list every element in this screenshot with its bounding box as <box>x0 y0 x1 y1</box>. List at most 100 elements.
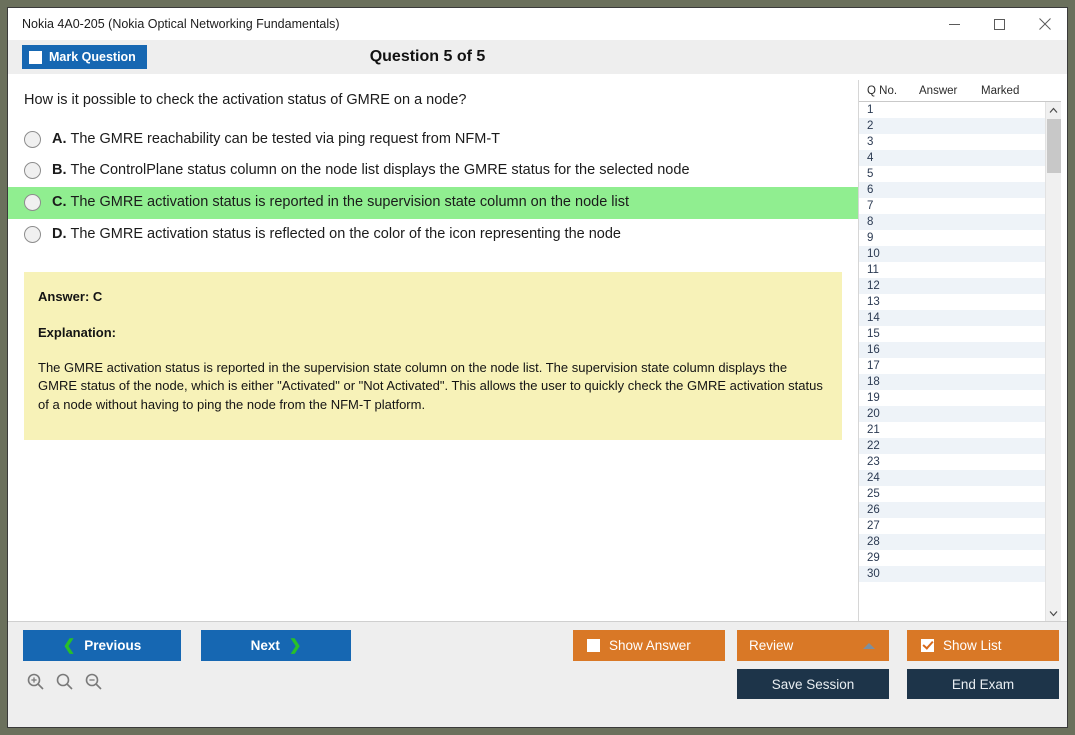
show-list-checkbox[interactable] <box>921 639 934 652</box>
question-number-cell: 1 <box>867 104 874 116</box>
question-list-row[interactable]: 30 <box>859 566 1045 582</box>
mark-question-checkbox[interactable] <box>29 50 42 64</box>
question-list-row[interactable]: 5 <box>859 166 1045 182</box>
option-row-c[interactable]: C. The GMRE activation status is reported… <box>8 186 858 219</box>
scroll-up-icon[interactable] <box>1046 102 1061 118</box>
option-row-a[interactable]: A. The GMRE reachability can be tested vi… <box>8 124 858 156</box>
question-prompt: How is it possible to check the activati… <box>24 92 467 108</box>
question-list-row[interactable]: 27 <box>859 518 1045 534</box>
question-number-cell: 25 <box>867 488 880 500</box>
zoom-reset-icon[interactable] <box>55 672 74 691</box>
save-session-button[interactable]: Save Session <box>737 669 889 699</box>
radio-button-c[interactable] <box>24 193 41 211</box>
question-list-row[interactable]: 3 <box>859 134 1045 150</box>
question-number-cell: 23 <box>867 456 880 468</box>
column-header-marked: Marked <box>981 84 1020 97</box>
question-list-row[interactable]: 11 <box>859 262 1045 278</box>
save-session-label: Save Session <box>771 676 855 692</box>
zoom-in-icon[interactable] <box>26 672 45 691</box>
column-header-qno: Q No. <box>867 84 898 97</box>
body-split: How is it possible to check the activati… <box>8 74 1067 621</box>
mark-question-button[interactable]: Mark Question <box>22 45 147 69</box>
question-list-row[interactable]: 18 <box>859 374 1045 390</box>
question-list-row[interactable]: 7 <box>859 198 1045 214</box>
question-number-cell: 2 <box>867 120 874 132</box>
question-number-cell: 29 <box>867 552 880 564</box>
question-number-cell: 6 <box>867 184 874 196</box>
question-number-cell: 22 <box>867 440 880 452</box>
question-list-row[interactable]: 25 <box>859 486 1045 502</box>
question-number-cell: 3 <box>867 136 874 148</box>
question-list-row[interactable]: 14 <box>859 310 1045 326</box>
question-number-cell: 7 <box>867 200 874 212</box>
show-answer-button[interactable]: Show Answer <box>573 630 725 661</box>
question-number-cell: 30 <box>867 568 880 580</box>
question-list-body: 1 2 3 4 5 6 7 8 9 10 11 12 13 14 15 16 17 18 19 20 21 22 23 24 2… <box>859 102 1061 621</box>
question-list-row[interactable]: 26 <box>859 502 1045 518</box>
question-number-cell: 19 <box>867 392 880 404</box>
show-list-label: Show List <box>943 638 1002 653</box>
question-number-cell: 17 <box>867 360 880 372</box>
minimize-icon[interactable] <box>932 8 977 40</box>
scrollbar-thumb[interactable] <box>1047 119 1061 173</box>
question-list-row[interactable]: 8 <box>859 214 1045 230</box>
question-number-cell: 15 <box>867 328 880 340</box>
option-body-c: C. The GMRE activation status is reported… <box>52 193 629 213</box>
previous-button[interactable]: ❮ Previous <box>23 630 181 661</box>
question-list-row[interactable]: 29 <box>859 550 1045 566</box>
question-number-cell: 11 <box>867 264 879 276</box>
question-list-row[interactable]: 23 <box>859 454 1045 470</box>
question-list-row[interactable]: 10 <box>859 246 1045 262</box>
question-list-row[interactable]: 16 <box>859 342 1045 358</box>
option-body-d: D. The GMRE activation status is reflecte… <box>52 225 621 245</box>
question-list-row[interactable]: 28 <box>859 534 1045 550</box>
answer-line: Answer: C <box>38 289 103 305</box>
question-list-pane: Q No. Answer Marked 1 2 3 4 5 6 7 8 9 10 11 12 13 14 1… <box>858 80 1061 621</box>
chevron-right-icon: ❯ <box>288 637 302 654</box>
option-body-b: B. The ControlPlane status column on the … <box>52 161 690 181</box>
question-number-cell: 28 <box>867 536 880 548</box>
answer-explanation-box: Answer: C Explanation: The GMRE activati… <box>24 272 842 441</box>
question-list-row[interactable]: 20 <box>859 406 1045 422</box>
question-number-cell: 26 <box>867 504 880 516</box>
question-list-row[interactable]: 6 <box>859 182 1045 198</box>
radio-button-b[interactable] <box>24 162 41 180</box>
question-list-row[interactable]: 9 <box>859 230 1045 246</box>
end-exam-button[interactable]: End Exam <box>907 669 1059 699</box>
question-list-row[interactable]: 21 <box>859 422 1045 438</box>
question-list-header: Q No. Answer Marked <box>859 80 1061 102</box>
question-list-row[interactable]: 4 <box>859 150 1045 166</box>
next-button-label: Next <box>250 638 280 653</box>
radio-button-d[interactable] <box>24 225 41 243</box>
scroll-down-icon[interactable] <box>1046 605 1061 621</box>
question-list-scrollbar[interactable] <box>1045 102 1061 621</box>
radio-button-a[interactable] <box>24 130 41 148</box>
show-answer-checkbox[interactable] <box>587 639 600 652</box>
maximize-icon[interactable] <box>977 8 1022 40</box>
question-list-row[interactable]: 12 <box>859 278 1045 294</box>
option-row-d[interactable]: D. The GMRE activation status is reflecte… <box>8 219 858 251</box>
close-icon[interactable] <box>1022 8 1067 40</box>
question-list-row[interactable]: 24 <box>859 470 1045 486</box>
option-letter-a: A. <box>52 130 67 147</box>
question-number-cell: 27 <box>867 520 880 532</box>
question-list-row[interactable]: 15 <box>859 326 1045 342</box>
show-list-button[interactable]: Show List <box>907 630 1059 661</box>
question-list-row[interactable]: 19 <box>859 390 1045 406</box>
question-list-row[interactable]: 13 <box>859 294 1045 310</box>
question-list-row[interactable]: 2 <box>859 118 1045 134</box>
option-row-b[interactable]: B. The ControlPlane status column on the … <box>8 155 858 187</box>
option-letter-b: B. <box>52 162 67 179</box>
option-text-b: The ControlPlane status column on the no… <box>70 162 690 179</box>
window-inner-frame: Nokia 4A0-205 (Nokia Optical Networking … <box>7 7 1068 728</box>
next-button[interactable]: Next ❯ <box>201 630 351 661</box>
review-dropdown-button[interactable]: Review <box>737 630 889 661</box>
zoom-out-icon[interactable] <box>84 672 103 691</box>
question-list-row[interactable]: 22 <box>859 438 1045 454</box>
question-number-cell: 10 <box>867 248 880 260</box>
question-number-cell: 20 <box>867 408 880 420</box>
review-label: Review <box>749 638 794 653</box>
question-list-row[interactable]: 1 <box>859 102 1045 118</box>
question-list-row[interactable]: 17 <box>859 358 1045 374</box>
